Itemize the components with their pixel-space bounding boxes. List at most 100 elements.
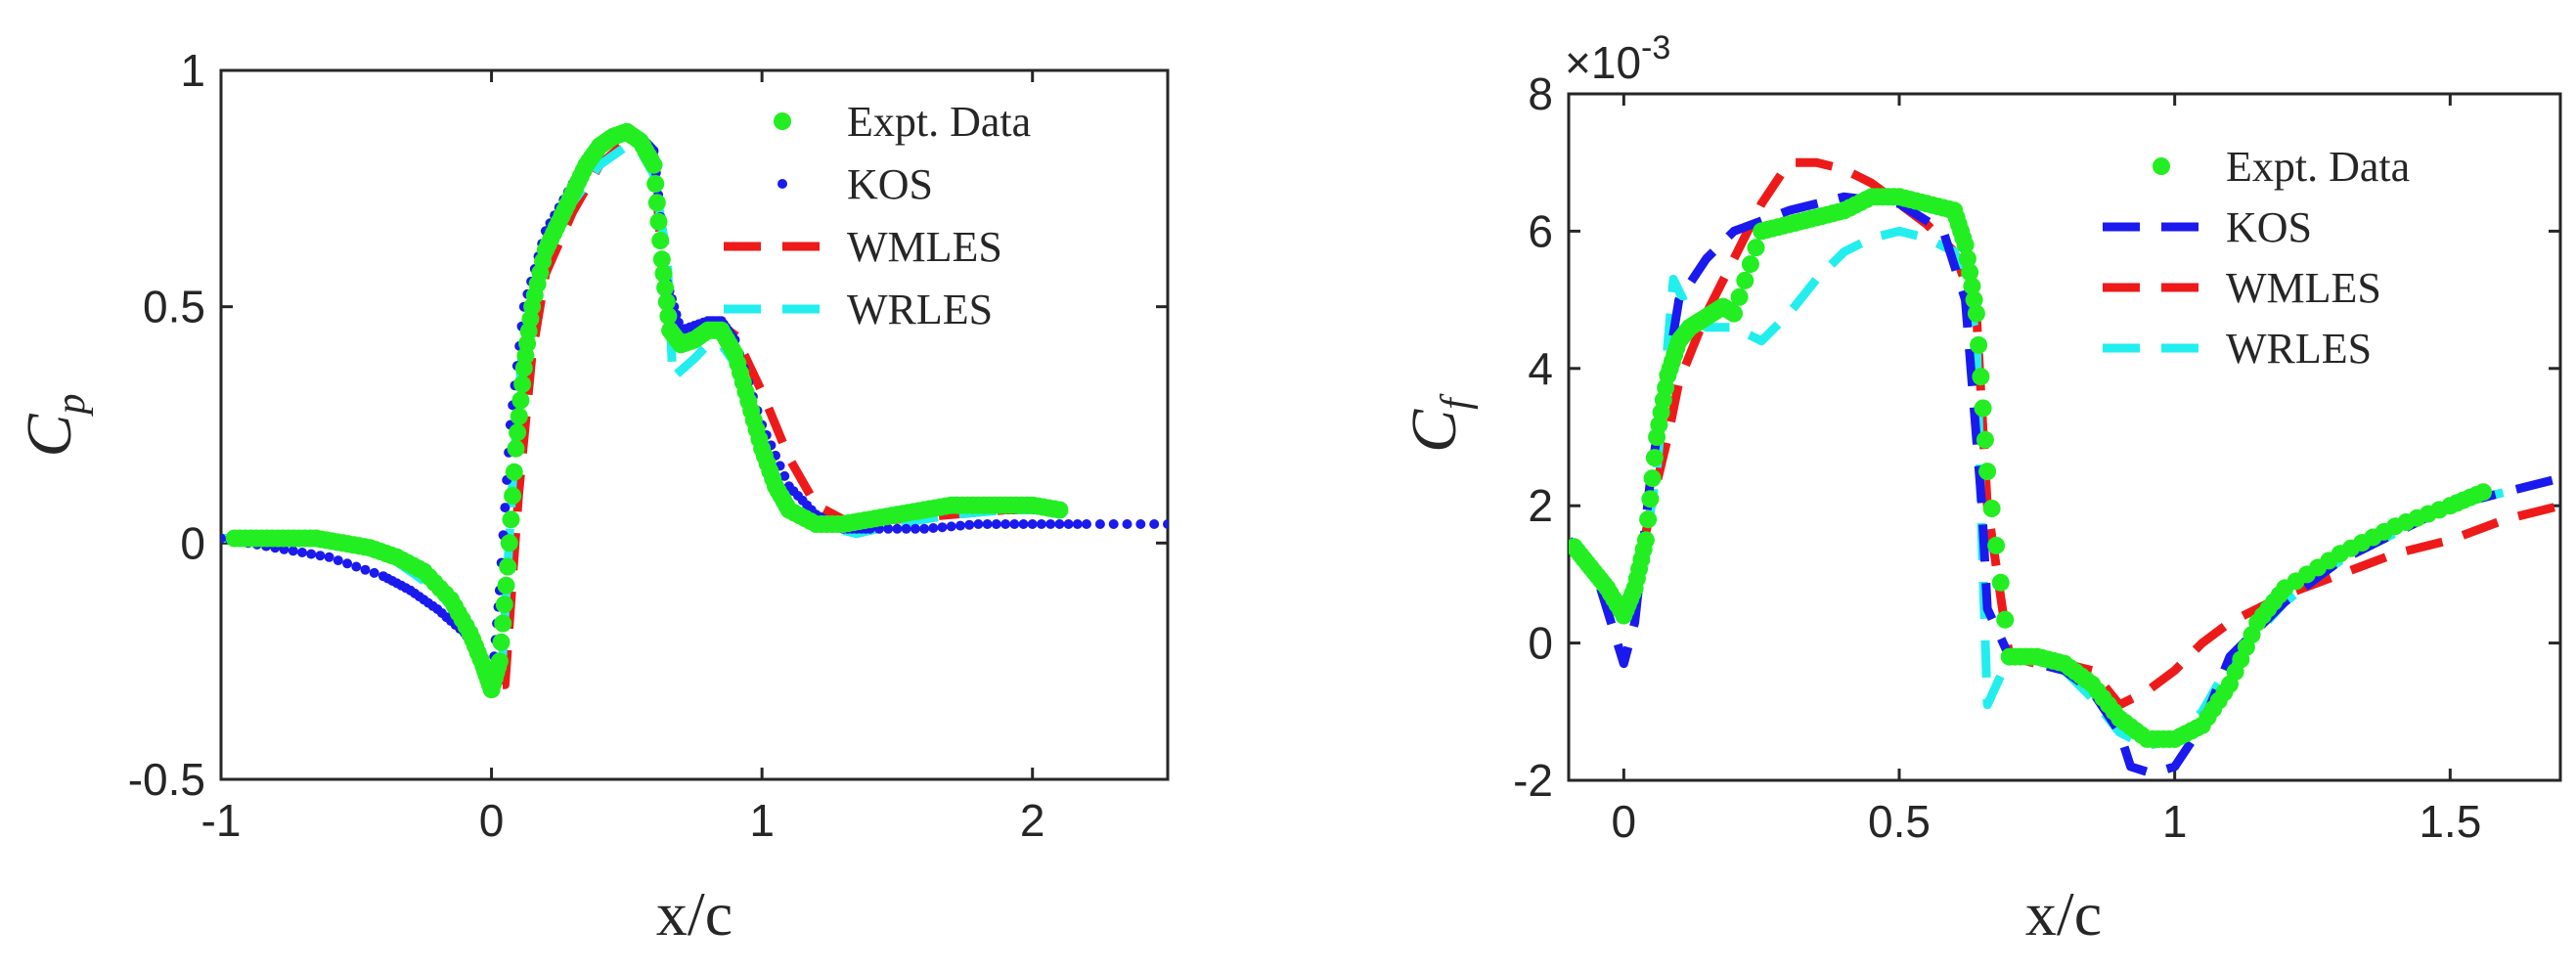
cp-point-kos [333, 555, 343, 566]
cp-point-kos [221, 533, 226, 544]
cf-legend-label-wrles: WRLES [2226, 325, 2372, 373]
cp-point-expt-data [490, 652, 509, 671]
cf-y-tick-label: 0 [1528, 618, 1553, 669]
cp-point-kos [1082, 519, 1091, 529]
cp-point-kos [901, 523, 911, 534]
cp-point-kos [991, 519, 1001, 529]
cp-point-kos [1135, 519, 1146, 529]
cp-y-axis-label: Cp [14, 393, 94, 457]
cf-series [1569, 157, 2560, 778]
cp-x-tick-label: 2 [1020, 795, 1045, 846]
cp-point-kos [1036, 519, 1046, 529]
cf-point-expt-data [1996, 610, 2015, 629]
cf-point-expt-data [1970, 335, 1988, 354]
cp-point-kos [315, 551, 326, 561]
cp-point-kos [1027, 519, 1038, 529]
cp-y-tick-label: 1 [180, 45, 205, 96]
cp-x-axis-label: x/c [656, 879, 733, 949]
cf-point-expt-data [1976, 430, 1994, 449]
cp-point-kos [297, 548, 307, 557]
cp-point-expt-data [509, 423, 527, 442]
cf-y-tick-label: -2 [1513, 755, 1553, 806]
cp-point-kos [1094, 519, 1105, 529]
cf-y-tick-label: 6 [1528, 205, 1553, 256]
cp-point-expt-data [500, 534, 518, 552]
cp-legend: Expt. Data KOS WMLES WRLES [724, 98, 1031, 333]
cf-point-expt-data [1965, 290, 1983, 309]
cp-point-expt-data [507, 439, 525, 458]
cp-point-kos [1000, 519, 1011, 529]
cf-y-axis-label: Cf [1399, 393, 1479, 453]
cp-point-kos [937, 522, 948, 533]
cp-point-expt-data [654, 264, 673, 283]
cf-point-expt-data [1956, 236, 1975, 254]
cp-legend-swatch-expt-data [774, 112, 791, 130]
cf-legend: Expt. Data KOS WMLES WRLES [2103, 143, 2410, 373]
cp-point-kos [910, 523, 920, 534]
cp-legend-swatch-kos [777, 179, 787, 189]
cp-point-kos [1163, 519, 1168, 529]
cp-point-expt-data [497, 576, 515, 595]
cf-legend-swatch-expt-data [2153, 157, 2170, 175]
cf-point-expt-data [1636, 531, 1655, 550]
cp-point-kos [892, 523, 903, 534]
cp-point-kos [964, 519, 975, 530]
cp-point-expt-data [659, 307, 678, 326]
cf-exponent-label: ×10-3 [1565, 29, 1670, 88]
cf-point-expt-data [1978, 463, 1997, 481]
cp-point-kos [883, 523, 894, 534]
cp-point-kos [1054, 519, 1065, 529]
cp-point-kos [500, 503, 511, 513]
cf-point-expt-data [1645, 449, 1664, 467]
cp-point-kos [306, 549, 317, 559]
cp-chart: -1 0 1 2 -0.5 0 0.5 1 x/c Cp Expt. Data KOS WMLE… [14, 45, 1170, 949]
cp-legend-label-expt-data: Expt. Data [847, 98, 1031, 146]
cf-x-axis-label: x/c [2025, 879, 2102, 949]
cf-point-expt-data [2474, 483, 2493, 502]
cp-point-expt-data [1050, 501, 1069, 519]
cp-y-tick-label: 0.5 [143, 282, 205, 332]
cp-legend-label-wmles: WMLES [847, 223, 1002, 271]
cf-y-tick-label: 4 [1528, 343, 1553, 394]
cp-point-expt-data [646, 175, 665, 193]
cf-chart: 0 0.5 1 1.5 -2 0 2 4 6 8 ×10-3 x/c Cf Expt. Data… [1399, 29, 2562, 949]
cp-point-expt-data [492, 633, 511, 651]
cf-y-tick-labels: -2 0 2 4 6 8 [1513, 68, 1553, 806]
cp-point-kos [360, 564, 371, 575]
cp-legend-label-kos: KOS [847, 160, 933, 208]
cf-legend-label-wmles: WMLES [2226, 264, 2381, 312]
cf-point-expt-data [1725, 304, 1743, 323]
cf-x-tick-label: 1 [2162, 796, 2188, 847]
cp-x-tick-label: 1 [749, 795, 775, 846]
cp-x-tick-label: 0 [479, 795, 505, 846]
cf-point-expt-data [1639, 510, 1658, 529]
cp-point-expt-data [510, 407, 528, 425]
cp-legend-label-wrles: WRLES [847, 286, 993, 333]
cf-point-expt-data [1991, 573, 2010, 592]
cf-plot-area [1567, 92, 2562, 782]
cp-point-kos [1063, 519, 1074, 529]
cf-point-expt-data [1972, 368, 1990, 386]
cf-point-expt-data [1963, 277, 1981, 295]
cp-point-expt-data [494, 614, 512, 633]
cp-point-expt-data [505, 463, 523, 481]
cf-legend-label-kos: KOS [2226, 203, 2312, 251]
cp-point-expt-data [504, 487, 522, 505]
cp-series [221, 122, 1168, 699]
cf-point-expt-data [1961, 263, 1979, 282]
cf-y-tick-label: 8 [1528, 68, 1553, 119]
cf-legend-label-expt-data: Expt. Data [2226, 143, 2410, 191]
cp-point-kos [342, 558, 353, 569]
cf-point-expt-data [1741, 255, 1759, 274]
cf-point-expt-data [1736, 271, 1754, 289]
cp-point-expt-data [652, 250, 671, 269]
cp-point-kos [351, 561, 362, 572]
cp-point-kos [982, 519, 993, 529]
cf-x-tick-label: 0 [1612, 796, 1637, 847]
cp-point-expt-data [511, 391, 530, 410]
cp-point-expt-data [651, 232, 670, 249]
cp-point-kos [369, 567, 379, 578]
cp-x-tick-label: -1 [201, 795, 242, 846]
cp-point-kos [928, 523, 939, 533]
